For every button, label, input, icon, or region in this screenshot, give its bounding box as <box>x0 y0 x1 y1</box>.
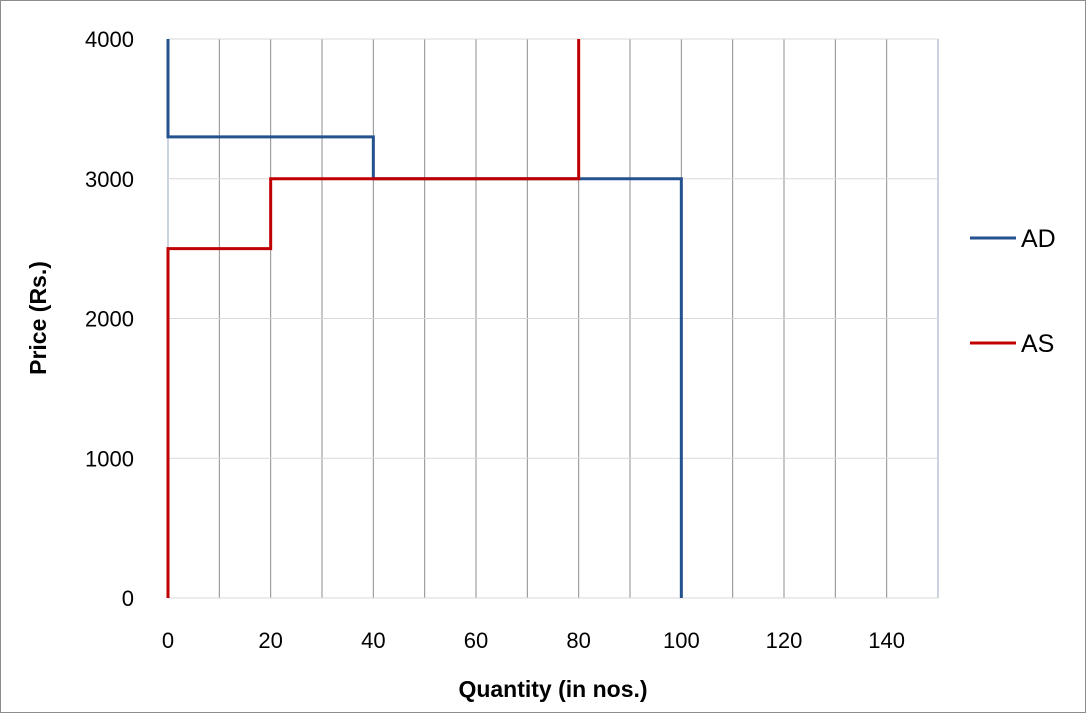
x-tick-label: 40 <box>361 628 385 653</box>
x-tick-label: 140 <box>868 628 905 653</box>
x-axis-title: Quantity (in nos.) <box>458 676 647 702</box>
legend-label-ad: AD <box>1021 225 1056 253</box>
series-lines <box>166 39 683 598</box>
y-axis-title: Price (Rs.) <box>25 261 51 375</box>
y-tick-label: 2000 <box>85 307 134 332</box>
y-tick-label: 1000 <box>85 446 134 471</box>
legend: AD AS <box>970 225 1056 358</box>
series-line-as <box>166 39 581 598</box>
series-line-ad <box>166 39 683 598</box>
x-tick-label: 80 <box>566 628 590 653</box>
y-tick-label: 4000 <box>85 27 134 52</box>
y-tick-label: 3000 <box>85 167 134 192</box>
x-tick-label: 20 <box>258 628 282 653</box>
x-tick-labels: 0 20 40 60 80 100 120 140 <box>162 628 905 653</box>
legend-label-as: AS <box>1021 330 1054 358</box>
x-tick-label: 60 <box>464 628 488 653</box>
x-tick-label: 0 <box>162 628 174 653</box>
y-tick-labels: 0 1000 2000 3000 4000 <box>85 27 134 611</box>
y-tick-label: 0 <box>122 586 134 611</box>
x-tick-label: 120 <box>766 628 803 653</box>
grid <box>167 38 939 599</box>
x-tick-label: 100 <box>663 628 700 653</box>
